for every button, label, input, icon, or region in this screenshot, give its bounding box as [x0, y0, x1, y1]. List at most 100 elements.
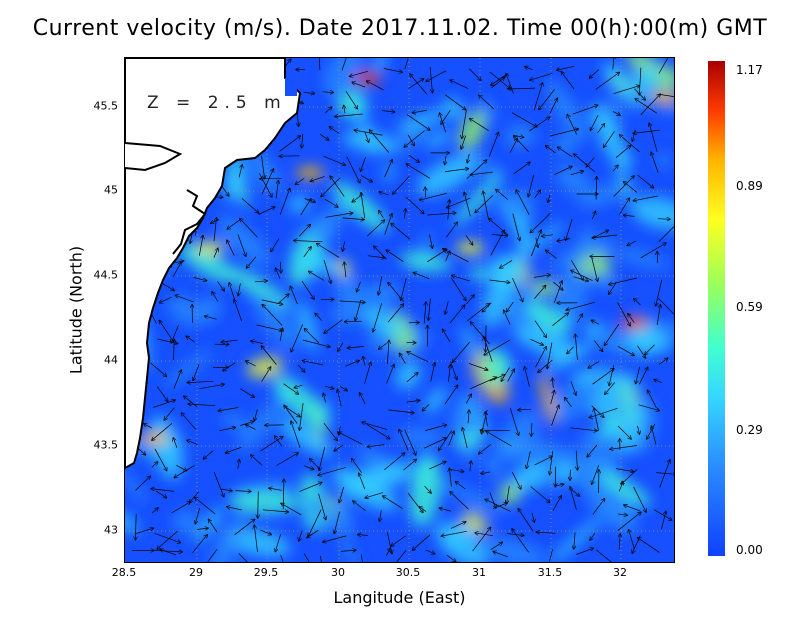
velocity-patch: [342, 461, 415, 494]
velocity-arrow: [364, 132, 369, 142]
velocity-arrow: [383, 68, 403, 73]
velocity-arrow: [366, 220, 385, 237]
velocity-arrow: [591, 320, 600, 325]
velocity-arrow: [640, 94, 660, 116]
velocity-patch: [334, 275, 360, 302]
velocity-patch: [548, 446, 603, 490]
velocity-arrow: [479, 444, 491, 454]
velocity-patch: [550, 236, 616, 269]
velocity-arrow: [341, 58, 347, 71]
velocity-arrow: [658, 223, 674, 242]
velocity-arrow: [318, 58, 321, 71]
velocity-arrow: [605, 382, 615, 395]
velocity-arrow: [394, 550, 407, 562]
velocity-arrow: [406, 114, 430, 131]
velocity-arrow: [633, 195, 658, 201]
velocity-arrow: [262, 305, 283, 326]
velocity-patch: [305, 497, 354, 533]
velocity-arrow: [506, 74, 514, 94]
velocity-arrow: [345, 361, 360, 367]
x-tick: 30: [331, 566, 345, 579]
velocity-arrow: [260, 178, 282, 179]
velocity-arrow: [413, 273, 430, 280]
velocity-arrow: [633, 487, 646, 512]
velocity-arrow: [462, 109, 467, 139]
velocity-arrow: [615, 468, 634, 472]
velocity-arrow: [258, 207, 274, 215]
velocity-arrow: [429, 462, 446, 470]
velocity-arrow: [653, 509, 672, 520]
depth-label: Z = 2.5 m: [147, 93, 287, 113]
velocity-arrow: [343, 241, 345, 251]
velocity-patch: [409, 456, 442, 527]
velocity-arrow: [299, 530, 303, 541]
velocity-arrow: [528, 175, 535, 197]
velocity-arrow: [589, 407, 618, 417]
velocity-hotspot: [296, 167, 324, 179]
velocity-arrow: [195, 508, 200, 524]
velocity-arrow: [370, 130, 390, 153]
velocity-arrow: [442, 329, 451, 343]
velocity-hotspot: [456, 242, 484, 254]
velocity-arrow: [550, 450, 554, 475]
velocity-arrow: [590, 114, 599, 130]
velocity-arrow: [429, 66, 432, 93]
velocity-arrow: [576, 450, 577, 470]
velocity-arrow: [658, 58, 669, 74]
velocity-arrow: [526, 451, 531, 468]
velocity-patch: [224, 158, 244, 202]
velocity-patch: [479, 538, 546, 562]
velocity-arrow: [406, 373, 418, 383]
velocity-arrow: [548, 194, 550, 203]
velocity-arrow: [412, 534, 431, 550]
velocity-arrow: [475, 194, 494, 212]
velocity-arrow: [405, 196, 424, 213]
velocity-arrow: [382, 111, 395, 112]
velocity-patch: [662, 66, 674, 88]
velocity-arrow: [408, 154, 420, 162]
velocity-arrow: [303, 247, 311, 258]
velocity-arrow: [656, 473, 674, 475]
velocity-arrow: [254, 409, 258, 421]
velocity-arrow: [223, 362, 236, 371]
velocity-arrow: [299, 225, 310, 237]
velocity-arrow: [592, 369, 614, 385]
velocity-arrow: [430, 363, 435, 382]
velocity-arrow: [384, 160, 393, 178]
velocity-arrow: [294, 241, 323, 242]
velocity-patch: [417, 153, 480, 196]
velocity-arrow: [591, 257, 598, 281]
velocity-arrow: [227, 218, 241, 229]
velocity-arrow: [594, 408, 599, 431]
velocity-arrow: [514, 136, 529, 153]
velocity-arrow: [534, 286, 545, 299]
velocity-arrow: [152, 423, 173, 440]
velocity-arrow: [279, 328, 283, 342]
velocity-arrow: [534, 456, 553, 466]
velocity-arrow: [452, 341, 470, 362]
velocity-patch: [363, 308, 407, 337]
velocity-patch: [510, 462, 549, 492]
velocity-arrow: [496, 190, 509, 200]
velocity-arrow: [516, 190, 530, 215]
velocity-arrow: [512, 277, 523, 302]
velocity-arrow: [590, 533, 596, 540]
velocity-arrow: [649, 123, 658, 152]
velocity-arrow: [612, 165, 618, 172]
velocity-patch: [656, 152, 670, 169]
velocity-arrow: [172, 263, 181, 278]
colorbar-tick: 1.17: [736, 63, 763, 77]
velocity-arrow: [484, 339, 511, 355]
velocity-patch: [395, 360, 421, 390]
velocity-arrow: [308, 509, 322, 537]
velocity-arrow: [465, 394, 471, 404]
velocity-arrow: [280, 261, 281, 273]
x-tick: 30.5: [395, 566, 421, 579]
velocity-patch: [293, 252, 339, 274]
velocity-arrow: [325, 107, 331, 113]
velocity-arrow: [638, 425, 640, 434]
velocity-arrow: [299, 482, 322, 492]
velocity-arrow: [362, 422, 388, 430]
velocity-arrow: [567, 346, 574, 354]
velocity-arrow: [260, 529, 271, 535]
